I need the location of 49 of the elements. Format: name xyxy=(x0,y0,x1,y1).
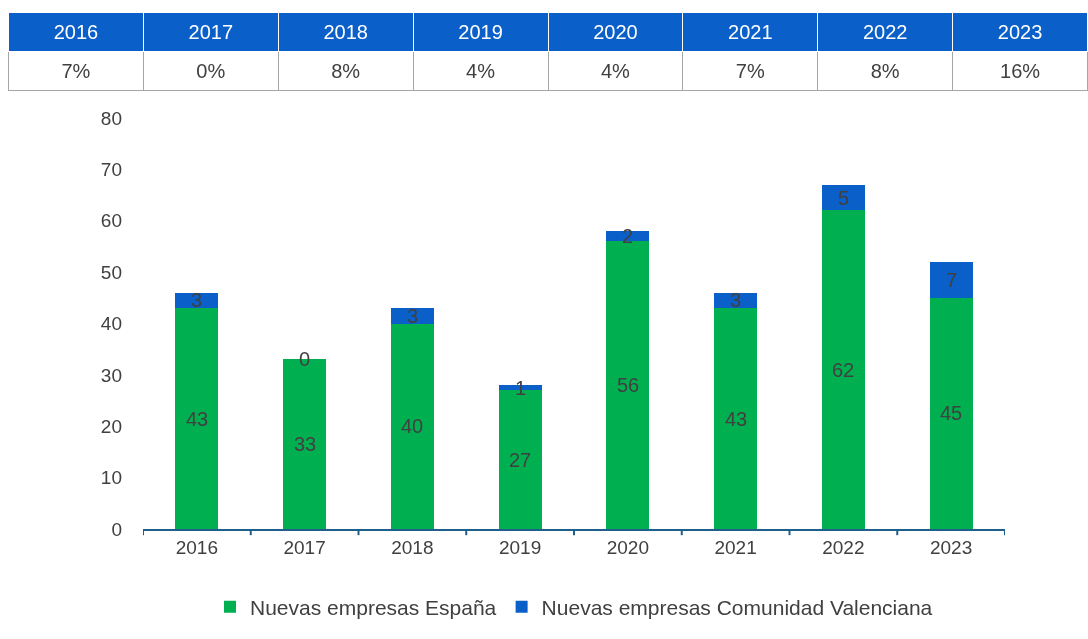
text: 0% xyxy=(143,51,279,91)
y-tick-label: 60 xyxy=(100,210,122,232)
text: 8% xyxy=(817,51,953,91)
legend-label: Nuevas empresas España xyxy=(250,595,497,619)
y-tick-label: 30 xyxy=(100,364,122,386)
category-label: 2023 xyxy=(997,20,1043,43)
category-label: 2018 xyxy=(323,20,368,43)
x-tick-label: 2023 xyxy=(929,536,973,558)
y-tick-label: 0 xyxy=(111,518,122,540)
x-tick-label: 2020 xyxy=(606,536,650,558)
y-tick-label: 70 xyxy=(100,159,122,181)
y-tick-label: 80 xyxy=(100,107,122,129)
text: 4% xyxy=(548,51,683,91)
data-label: 3 xyxy=(730,289,742,311)
x-tick-label: 2017 xyxy=(283,536,326,558)
y-tick-label: 50 xyxy=(100,261,122,283)
data-label: 5 xyxy=(838,187,850,209)
category-label: 2021 xyxy=(728,20,773,43)
data-label: 40 xyxy=(401,415,424,437)
data-label: 43 xyxy=(725,408,748,430)
data-label: 56 xyxy=(617,374,640,396)
legend-label: Nuevas empresas Comunidad Valenciana xyxy=(541,595,933,619)
data-label: 43 xyxy=(186,408,209,430)
y-tick-label: 10 xyxy=(100,467,122,489)
text: 8% xyxy=(278,51,414,91)
text: 4% xyxy=(413,51,548,91)
data-label: 3 xyxy=(407,305,419,327)
text: 7% xyxy=(8,51,144,91)
category-label: 2016 xyxy=(53,20,99,43)
x-tick-label: 2019 xyxy=(498,536,542,558)
x-tick-label: 2018 xyxy=(391,536,434,558)
data-label: 45 xyxy=(940,402,963,424)
y-tick-label: 20 xyxy=(100,415,122,437)
x-tick-label: 2016 xyxy=(175,536,219,558)
category-label: 2022 xyxy=(862,20,908,43)
category-label: 2017 xyxy=(188,20,234,43)
data-label: 1 xyxy=(515,377,527,399)
x-tick-label: 2022 xyxy=(822,536,865,558)
category-label: 2020 xyxy=(593,20,638,43)
x-tick-label: 2021 xyxy=(714,536,757,558)
text: 16% xyxy=(952,51,1088,91)
data-label: 7 xyxy=(946,269,958,291)
data-label: 27 xyxy=(509,449,532,471)
text: 7% xyxy=(682,51,818,91)
data-label: 3 xyxy=(191,289,203,311)
data-label: 33 xyxy=(294,433,317,455)
category-label: 2019 xyxy=(458,20,503,43)
y-tick-label: 40 xyxy=(100,313,122,335)
data-label: 62 xyxy=(832,359,855,381)
